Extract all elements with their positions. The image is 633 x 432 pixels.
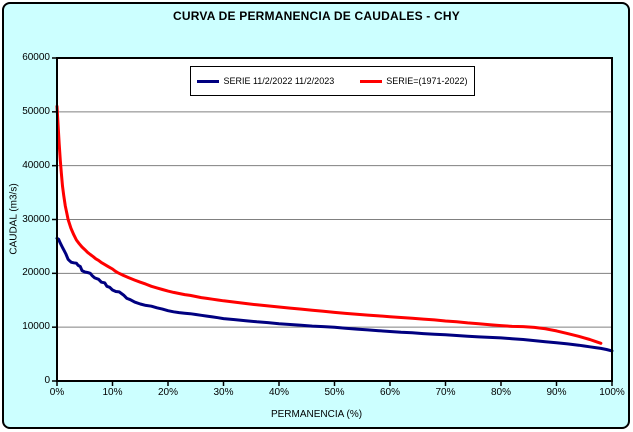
y-tick-label: 60000 — [22, 52, 50, 63]
y-tick-label: 0 — [44, 375, 50, 386]
x-tick-label: 0% — [49, 387, 65, 398]
legend-label: SERIE=(1971-2022) — [386, 76, 468, 86]
chart-title: CURVA DE PERMANENCIA DE CAUDALES - CHY — [173, 9, 460, 23]
x-tick-label: 10% — [102, 387, 123, 398]
y-tick-label: 40000 — [22, 159, 50, 171]
legend-line-swatch-blue — [197, 79, 220, 83]
x-tick-label: 80% — [490, 387, 511, 398]
y-tick-label: 30000 — [22, 213, 50, 225]
y-tick-label: 10000 — [22, 321, 50, 333]
y-tick-label: 50000 — [22, 105, 50, 117]
x-tick-label: 20% — [157, 387, 178, 398]
plot-border — [56, 57, 613, 382]
legend-line-swatch-red — [360, 79, 383, 83]
x-axis-title: PERMANENCIA (%) — [270, 409, 363, 420]
x-tick-label: 90% — [546, 387, 567, 398]
series-line-0 — [55, 236, 614, 353]
legend: SERIE 11/2/2022 11/2/2023 SERIE=(1971-20… — [190, 66, 475, 96]
series-line-1 — [55, 104, 603, 345]
x-tick-label: 30% — [213, 387, 234, 398]
legend-entry-serie-2022-2023: SERIE 11/2/2022 11/2/2023 — [197, 76, 334, 86]
x-tick-label: 50% — [324, 387, 345, 398]
x-tick-label: 70% — [435, 387, 456, 398]
y-tick-label: 20000 — [22, 267, 50, 279]
x-tick-label: 60% — [379, 387, 400, 398]
x-tick-label: 40% — [268, 387, 289, 398]
legend-entry-serie-1971-2022: SERIE=(1971-2022) — [360, 76, 468, 86]
legend-label: SERIE 11/2/2022 11/2/2023 — [223, 76, 335, 86]
x-tick-label: 100% — [599, 387, 625, 398]
